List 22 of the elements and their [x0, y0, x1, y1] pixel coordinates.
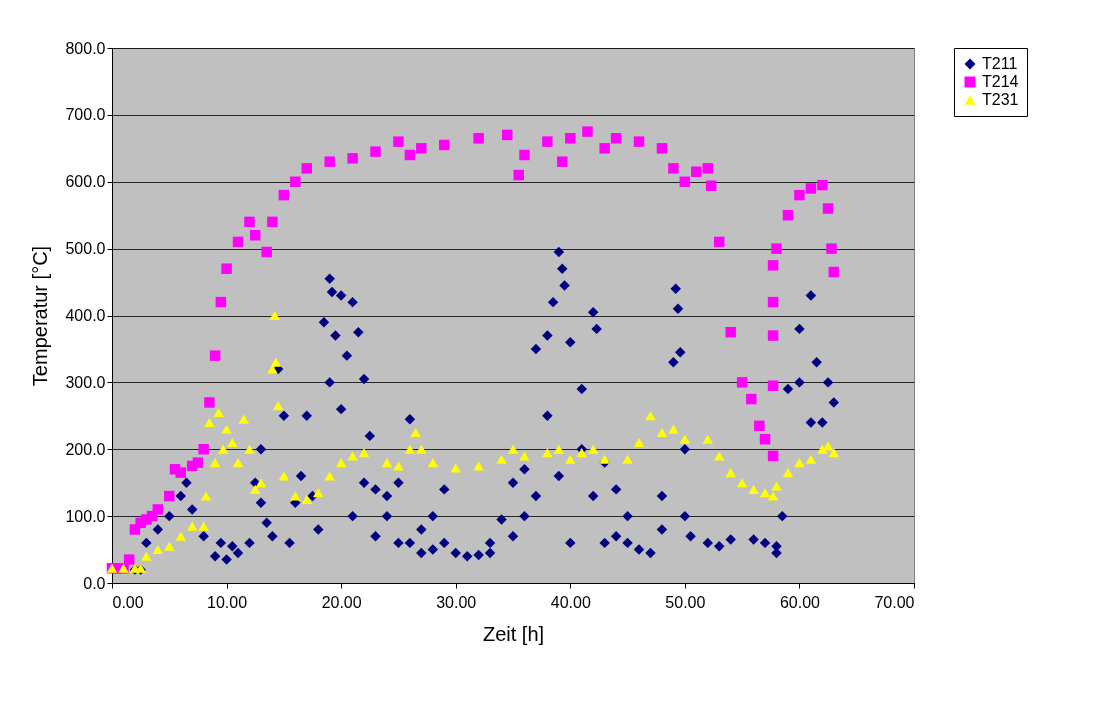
y-axis-title: Temperatur [°C] — [29, 245, 52, 387]
x-tick-label: 40.00 — [550, 593, 591, 611]
y-tick-label: 0.0 — [83, 574, 106, 592]
legend-label: T211 — [982, 55, 1018, 72]
legend-label: T231 — [982, 91, 1019, 108]
x-axis-title: Zeit [h] — [482, 622, 545, 645]
y-tick-label: 700.0 — [65, 106, 106, 124]
x-tick-label: 60.00 — [779, 593, 821, 611]
y-tick-label: 200.0 — [65, 440, 106, 458]
x-tick-label: 70.00 — [874, 593, 915, 611]
legend-label: T214 — [982, 73, 1019, 90]
y-tick-label: 100.0 — [65, 507, 106, 525]
y-tick-label: 800.0 — [65, 39, 106, 57]
x-tick-label: 50.00 — [665, 593, 706, 611]
x-tick-label: 30.00 — [436, 593, 477, 611]
y-tick-label: 600.0 — [65, 173, 106, 191]
x-tick-label: 10.00 — [207, 593, 248, 611]
y-tick-label: 300.0 — [65, 373, 106, 391]
y-tick-label: 500.0 — [65, 240, 106, 258]
x-tick-label: 0.00 — [112, 593, 144, 611]
x-tick-label: 20.00 — [321, 593, 362, 611]
y-tick-label: 400.0 — [65, 307, 106, 324]
